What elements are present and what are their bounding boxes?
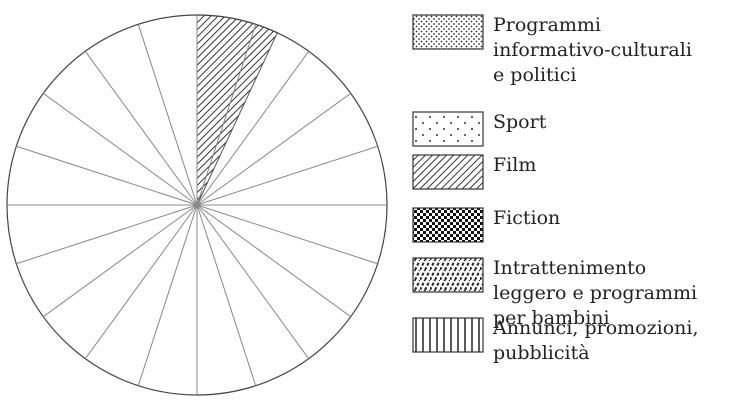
legend-swatch [412, 14, 484, 50]
division-line [196, 204, 310, 360]
division-line [84, 50, 198, 206]
division-line [137, 204, 198, 386]
legend-label: Intrattenimento [493, 257, 646, 279]
legend-label: leggero e programmi [493, 282, 697, 304]
division-line [196, 50, 310, 206]
division-line [196, 204, 257, 386]
legend-swatch [412, 111, 484, 147]
division-line [16, 145, 198, 206]
legend-label: Annunci, promozioni, [492, 317, 698, 339]
division-line [42, 204, 198, 318]
division-line [16, 204, 198, 265]
division-line [196, 92, 352, 206]
division-line [42, 92, 198, 206]
legend-swatch [412, 207, 484, 243]
legend-swatch [412, 317, 484, 353]
legend-label: Fiction [493, 207, 560, 229]
legend-label: informativo-culturali [493, 39, 692, 61]
legend-label: Film [493, 154, 536, 176]
division-line [196, 204, 378, 265]
division-line [137, 24, 198, 206]
filled-slice [196, 14, 278, 206]
legend-label: Sport [493, 111, 547, 133]
pie [6, 14, 388, 396]
legend-label: per bambini [493, 307, 610, 329]
division-line [196, 24, 257, 206]
division-line [196, 204, 352, 318]
legend-label: Programmi [493, 14, 601, 36]
legend-label: pubblicità [493, 342, 590, 364]
division-line [84, 204, 198, 360]
legend-swatch [412, 154, 484, 190]
legend: Programmi informativo-culturali e politici… [412, 14, 698, 364]
division-line [196, 145, 378, 206]
legend-swatch [412, 257, 484, 293]
legend-label: e politici [493, 64, 576, 86]
